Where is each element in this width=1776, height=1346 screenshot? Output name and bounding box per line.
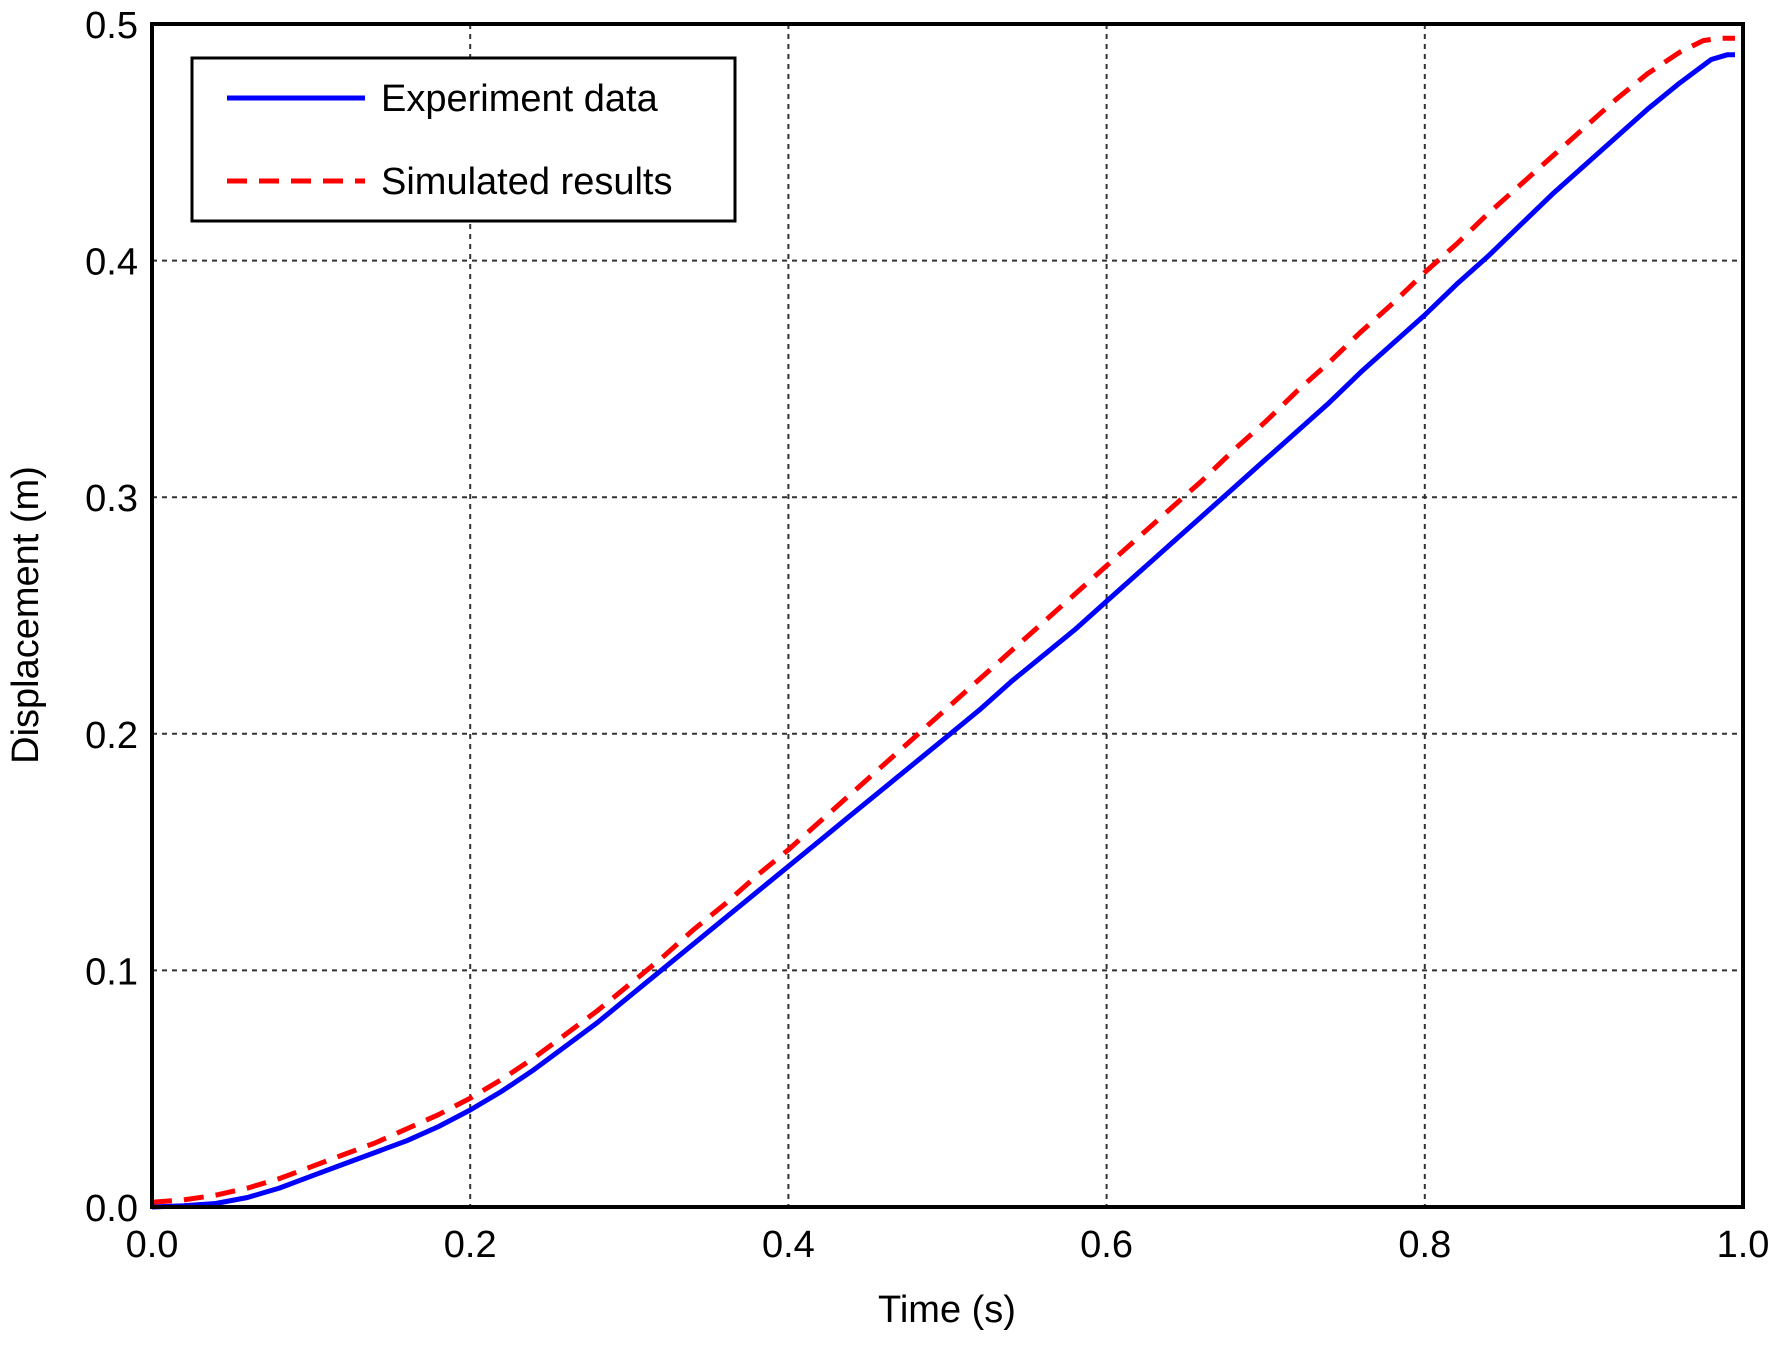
grid-layer <box>152 24 1743 1207</box>
x-tick-label: 0.8 <box>1398 1224 1451 1266</box>
x-tick-label: 0.2 <box>444 1224 497 1266</box>
y-tick-label: 0.2 <box>85 715 138 757</box>
tick-layer: 0.0 0.2 0.4 0.6 0.8 1.0 0.0 0.1 0.2 0.3 0.4 0.5 <box>85 5 1769 1266</box>
legend-label-simulated: Simulated results <box>381 161 672 203</box>
plot-frame <box>150 22 1745 1209</box>
legend-box <box>190 56 737 223</box>
series-line-experiment <box>151 52 1735 1210</box>
y-tick-label: 0.3 <box>85 478 138 520</box>
series-layer <box>151 35 1735 1210</box>
y-tick-label: 0.4 <box>85 242 138 284</box>
x-tick-label: 0.4 <box>762 1224 815 1266</box>
legend-label-experiment: Experiment data <box>381 78 659 120</box>
x-axis-title: Time (s) <box>878 1289 1016 1331</box>
y-tick-label: 0.0 <box>85 1188 138 1230</box>
legend: Experiment data Simulated results <box>190 56 737 223</box>
y-tick-label: 0.5 <box>85 5 138 47</box>
x-tick-label: 0.0 <box>126 1224 179 1266</box>
y-tick-label: 0.1 <box>85 951 138 993</box>
y-axis-title: Displacement (m) <box>5 466 47 764</box>
x-tick-label: 1.0 <box>1717 1224 1770 1266</box>
x-tick-label: 0.6 <box>1080 1224 1133 1266</box>
series-line-simulated <box>151 35 1735 1205</box>
